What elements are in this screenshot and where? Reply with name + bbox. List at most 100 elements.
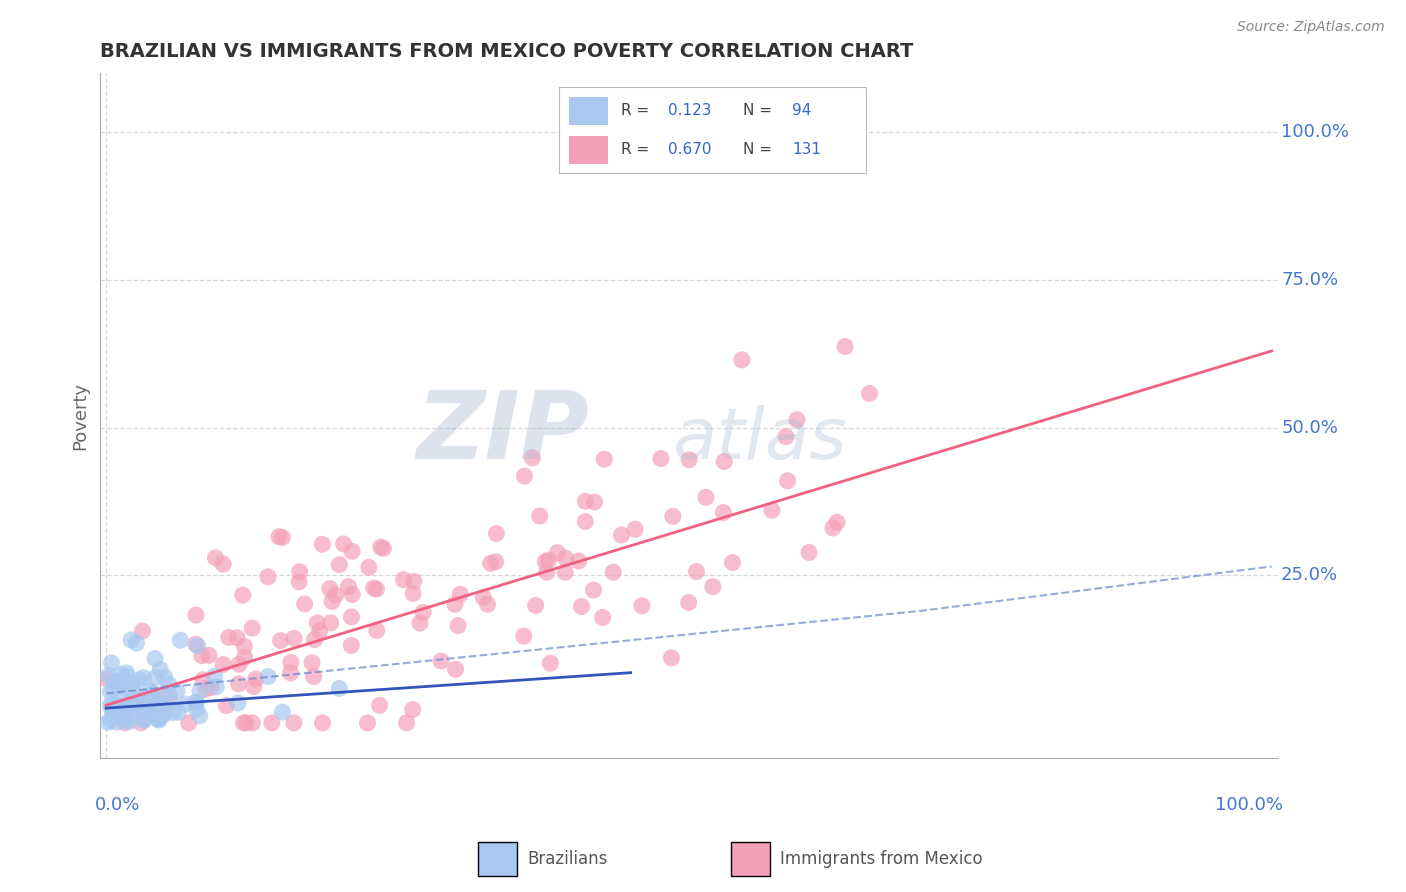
Point	[111, 707, 134, 722]
Point	[402, 586, 425, 600]
Point	[702, 580, 724, 594]
Point	[112, 700, 135, 714]
Point	[370, 540, 392, 554]
Text: ZIP: ZIP	[416, 387, 589, 479]
Point	[145, 699, 167, 714]
Point	[139, 694, 162, 708]
Point	[294, 597, 316, 611]
Point	[141, 707, 163, 722]
Point	[592, 610, 614, 624]
Point	[125, 695, 148, 709]
Point	[283, 715, 305, 730]
Point	[678, 452, 700, 467]
Point	[574, 515, 596, 529]
Point	[129, 715, 152, 730]
Point	[775, 430, 797, 444]
Point	[108, 690, 131, 704]
Point	[134, 714, 156, 728]
Point	[212, 657, 235, 672]
Point	[184, 695, 207, 709]
Point	[260, 715, 283, 730]
Point	[711, 506, 734, 520]
Point	[444, 597, 467, 611]
Point	[146, 712, 169, 726]
Point	[114, 715, 136, 730]
Point	[270, 633, 292, 648]
Point	[150, 706, 173, 720]
Text: 100.0%: 100.0%	[1215, 796, 1284, 814]
Point	[228, 657, 250, 672]
Point	[235, 715, 257, 730]
Point	[120, 695, 142, 709]
Point	[513, 469, 536, 483]
Point	[177, 715, 200, 730]
Point	[104, 674, 127, 689]
Point	[409, 616, 432, 631]
Point	[340, 639, 363, 653]
Point	[132, 712, 155, 726]
Point	[150, 707, 173, 722]
Point	[858, 386, 880, 401]
Point	[150, 698, 173, 712]
Point	[115, 706, 138, 720]
Point	[131, 624, 153, 638]
Point	[582, 582, 605, 597]
Point	[721, 556, 744, 570]
Point	[568, 554, 591, 568]
Point	[149, 699, 172, 714]
Point	[184, 696, 207, 710]
Point	[100, 656, 122, 670]
Point	[395, 715, 418, 730]
Point	[128, 673, 150, 687]
Point	[215, 698, 238, 713]
Point	[786, 413, 808, 427]
Point	[447, 618, 470, 632]
Point	[524, 599, 547, 613]
Point	[301, 656, 323, 670]
Text: 75.0%: 75.0%	[1281, 271, 1339, 289]
Point	[127, 694, 149, 708]
Point	[311, 537, 333, 551]
Point	[554, 551, 576, 566]
Point	[267, 530, 290, 544]
Point	[402, 702, 425, 716]
Point	[240, 621, 263, 635]
Point	[139, 693, 162, 707]
Point	[149, 662, 172, 676]
Text: 25.0%: 25.0%	[1281, 566, 1339, 584]
Text: BRAZILIAN VS IMMIGRANTS FROM MEXICO POVERTY CORRELATION CHART: BRAZILIAN VS IMMIGRANTS FROM MEXICO POVE…	[100, 42, 914, 61]
Point	[232, 715, 254, 730]
Point	[110, 708, 132, 723]
Point	[283, 632, 305, 646]
Point	[713, 454, 735, 468]
Point	[662, 509, 685, 524]
Point	[103, 681, 125, 696]
Point	[184, 607, 207, 622]
Point	[776, 474, 799, 488]
Point	[117, 670, 139, 684]
Point	[152, 686, 174, 700]
Point	[157, 689, 180, 703]
Point	[797, 545, 820, 559]
Point	[226, 696, 249, 710]
Point	[412, 606, 434, 620]
Point	[340, 544, 363, 558]
Point	[198, 648, 221, 663]
Point	[153, 670, 176, 684]
Point	[337, 580, 360, 594]
Point	[135, 694, 157, 708]
Point	[97, 715, 120, 730]
Point	[205, 680, 228, 694]
Point	[141, 693, 163, 707]
Point	[311, 715, 333, 730]
Point	[357, 560, 380, 574]
Point	[319, 582, 342, 596]
Point	[111, 702, 134, 716]
Point	[304, 632, 326, 647]
Text: Immigrants from Mexico: Immigrants from Mexico	[780, 850, 983, 868]
Point	[356, 715, 378, 730]
Point	[650, 451, 672, 466]
Point	[226, 631, 249, 645]
Point	[477, 597, 499, 611]
Point	[115, 702, 138, 716]
